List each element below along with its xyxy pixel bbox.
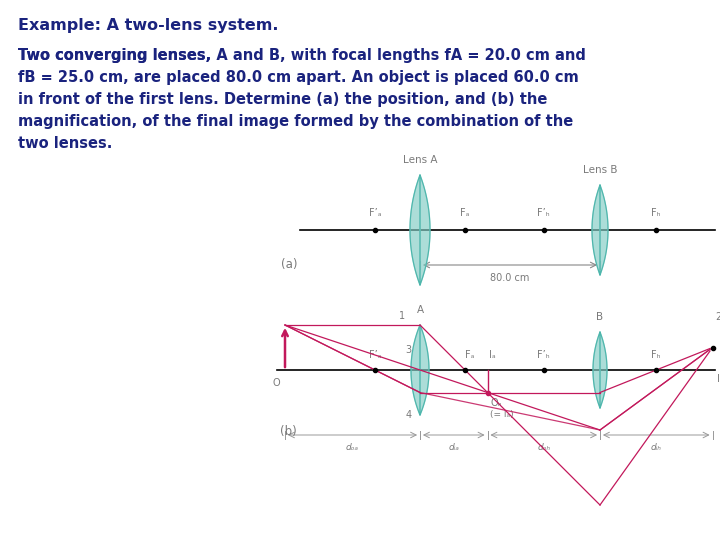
Text: Iₐ: Iₐ — [490, 350, 496, 360]
Text: 1: 1 — [399, 311, 405, 321]
Text: dᵢₕ: dᵢₕ — [651, 443, 662, 452]
Text: Fₕ: Fₕ — [652, 350, 661, 360]
Text: Oₕ: Oₕ — [490, 397, 502, 408]
Text: (b): (b) — [280, 425, 297, 438]
Text: dᵢₐ: dᵢₐ — [449, 443, 459, 452]
Text: fB = 25.0 cm, are placed 80.0 cm apart. An object is placed 60.0 cm: fB = 25.0 cm, are placed 80.0 cm apart. … — [18, 70, 579, 85]
Polygon shape — [592, 185, 608, 275]
Polygon shape — [411, 325, 429, 415]
Text: Lens A: Lens A — [402, 155, 437, 165]
Text: Example: A two-lens system.: Example: A two-lens system. — [18, 18, 279, 33]
Text: F’ₕ: F’ₕ — [537, 208, 550, 218]
Text: Two converging lenses, A and B, with focal lengths fA = 20.0 cm and: Two converging lenses, A and B, with foc… — [18, 48, 586, 63]
Text: (a): (a) — [281, 258, 297, 271]
Text: Lens B: Lens B — [582, 165, 617, 175]
Text: Fₐ: Fₐ — [465, 350, 474, 360]
Text: (= Iₐ): (= Iₐ) — [490, 410, 514, 420]
Polygon shape — [593, 332, 607, 408]
Text: O: O — [272, 378, 280, 388]
Text: A: A — [416, 305, 423, 315]
Text: magnification, of the final image formed by the combination of the: magnification, of the final image formed… — [18, 114, 573, 129]
Text: 80.0 cm: 80.0 cm — [490, 273, 530, 283]
Text: dₒₕ: dₒₕ — [537, 443, 550, 452]
Text: Fₐ: Fₐ — [460, 208, 469, 218]
Text: two lenses.: two lenses. — [18, 136, 112, 151]
Text: Iₕ: Iₕ — [716, 374, 720, 384]
Text: 4: 4 — [406, 410, 412, 421]
Polygon shape — [410, 175, 430, 285]
Text: F’ₐ: F’ₐ — [369, 350, 382, 360]
Text: dₒₐ: dₒₐ — [346, 443, 359, 452]
Text: F’ₐ: F’ₐ — [369, 208, 382, 218]
Text: Two converging lenses, A and B, with focal lengths: Two converging lenses, A and B, with foc… — [18, 48, 444, 63]
Text: 3: 3 — [405, 345, 411, 355]
Text: Two converging lenses,: Two converging lenses, — [18, 48, 217, 63]
Text: F’ₕ: F’ₕ — [537, 350, 550, 360]
Text: B: B — [596, 312, 603, 322]
Text: in front of the first lens. Determine (a) the position, and (b) the: in front of the first lens. Determine (a… — [18, 92, 547, 107]
Text: 2: 2 — [716, 313, 720, 322]
Text: Fₕ: Fₕ — [652, 208, 661, 218]
